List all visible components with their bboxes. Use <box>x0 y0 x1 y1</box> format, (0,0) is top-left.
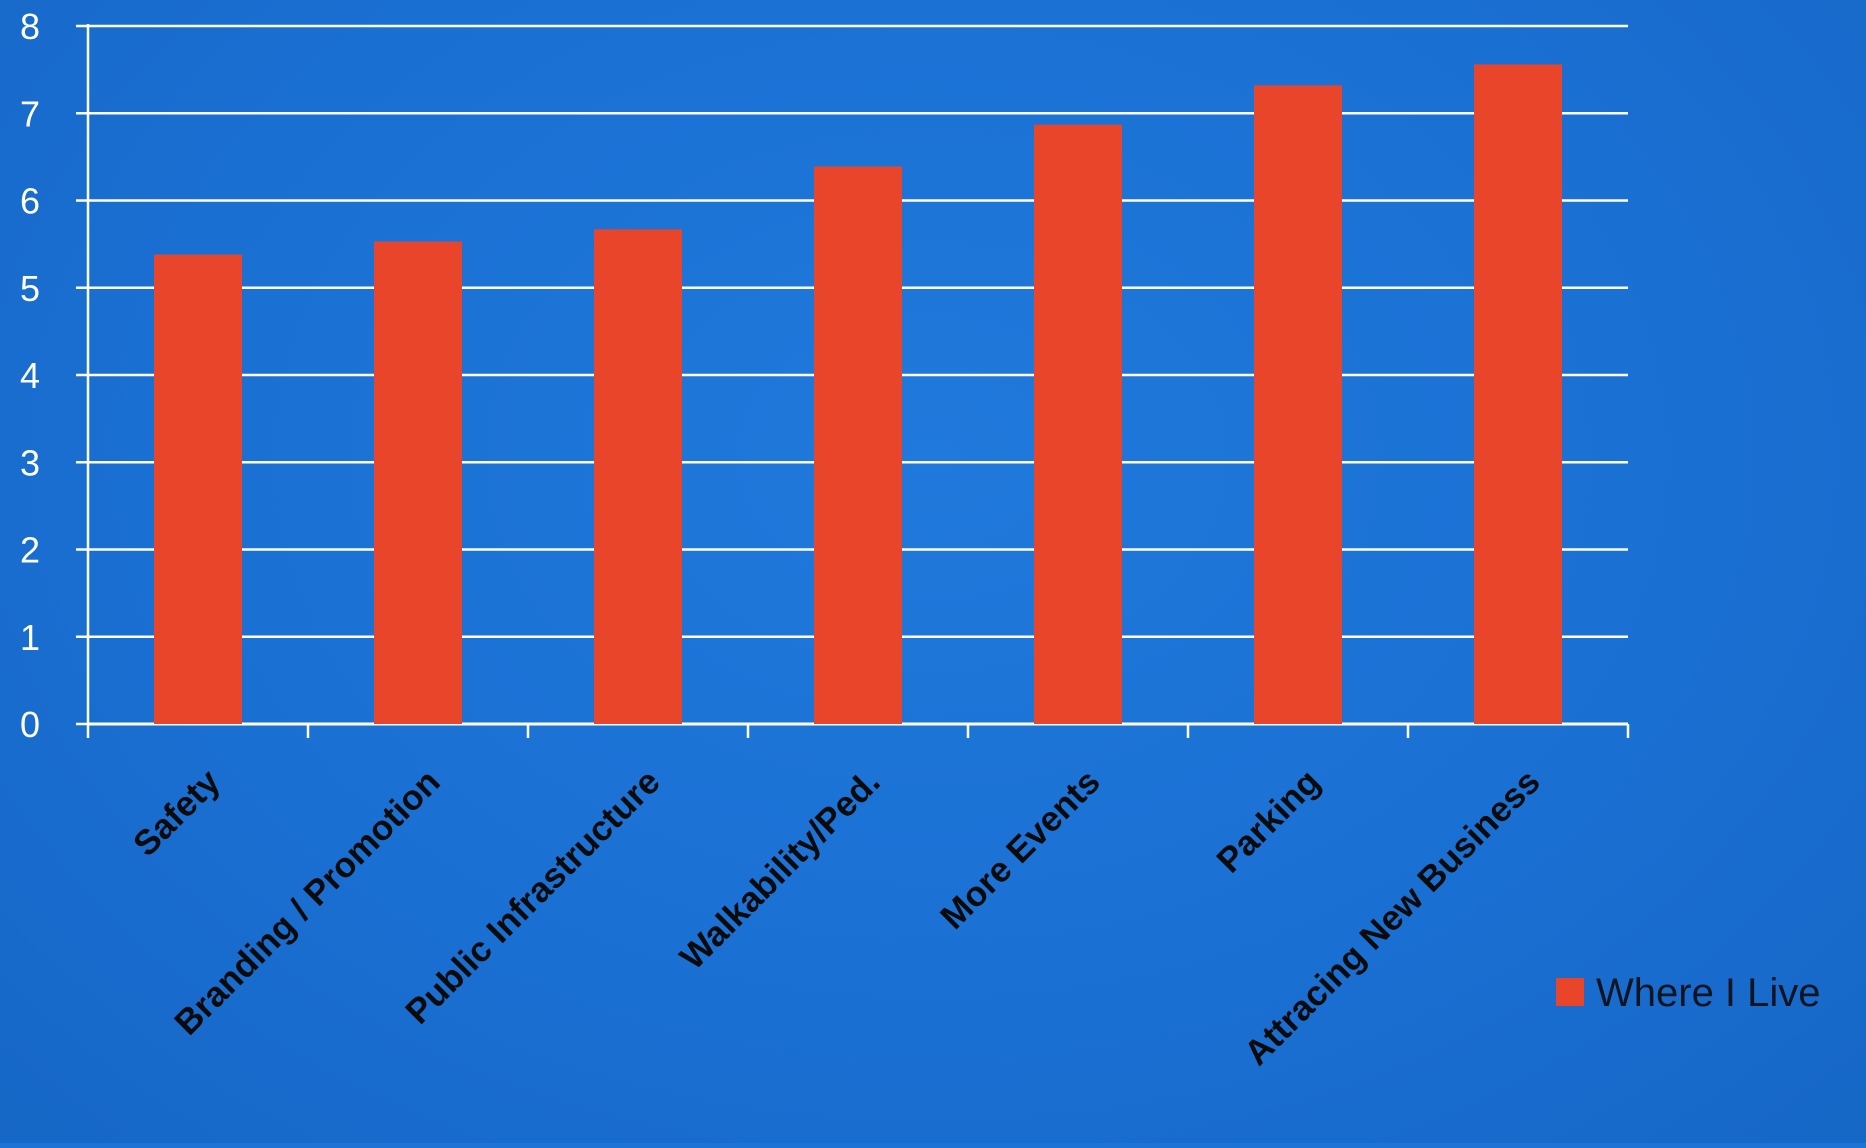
x-category-label: Public Infrastructure <box>398 762 668 1032</box>
bar <box>814 166 902 724</box>
legend: Where I Live <box>1556 971 1821 1015</box>
legend-swatch <box>1556 978 1584 1006</box>
y-tick-label: 8 <box>20 6 40 47</box>
y-tick-label: 4 <box>20 355 40 396</box>
bar <box>1034 124 1122 724</box>
bar <box>1474 64 1562 724</box>
bar <box>154 254 242 724</box>
y-tick-label: 0 <box>20 704 40 745</box>
y-tick-labels: 0 1 2 3 4 5 6 7 8 <box>20 6 40 745</box>
y-tick-label: 7 <box>20 93 40 134</box>
y-tick-label: 2 <box>20 530 40 571</box>
bar <box>1254 85 1342 724</box>
x-category-label: More Events <box>933 762 1108 937</box>
legend-label: Where I Live <box>1596 971 1821 1015</box>
y-tick-label: 6 <box>20 181 40 222</box>
bars <box>154 64 1562 725</box>
x-category-label: Safety <box>126 762 228 864</box>
y-tick-label: 3 <box>20 442 40 483</box>
x-category-label: Walkability/Ped. <box>673 762 888 977</box>
bar <box>594 229 682 725</box>
y-tick-label: 1 <box>20 617 40 658</box>
y-tick-label: 5 <box>20 268 40 309</box>
bar <box>374 241 462 724</box>
x-category-label: Parking <box>1209 762 1327 880</box>
